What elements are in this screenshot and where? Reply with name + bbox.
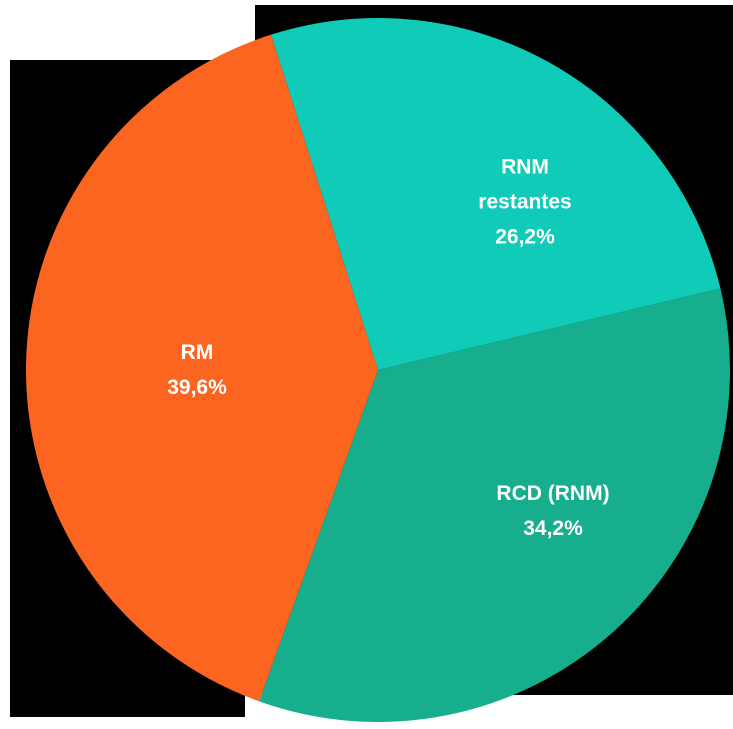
slice-label: RM 39,6%: [97, 335, 297, 405]
slice-name: RNM restantes: [478, 155, 572, 214]
pie-slice: [259, 288, 730, 722]
slice-value: 34,2%: [523, 517, 583, 540]
slice-label: RCD (RNM) 34,2%: [453, 476, 653, 546]
slice-name: RM: [180, 341, 214, 364]
pie-slice: [270, 18, 721, 371]
slice-value: 26,2%: [495, 225, 555, 249]
pie-slice: [26, 34, 378, 702]
slice-name: RCD (RNM): [496, 482, 610, 505]
slice-value: 39,6%: [167, 376, 227, 399]
slice-label: RNM restantes 26,2%: [470, 150, 580, 255]
